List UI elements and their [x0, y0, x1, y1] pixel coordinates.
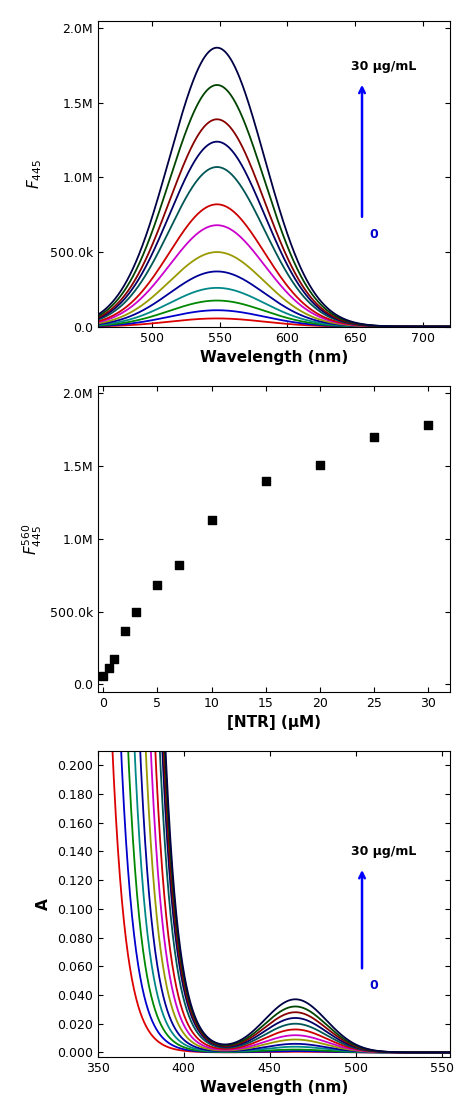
Point: [262, 472, 270, 490]
Text: 30 μg/mL: 30 μg/mL: [351, 60, 417, 73]
Point: [370, 427, 378, 445]
Point: [316, 455, 324, 473]
Point: [121, 622, 128, 639]
X-axis label: [NTR] (μM): [NTR] (μM): [227, 715, 321, 730]
Y-axis label: $F^{560}_{445}$: $F^{560}_{445}$: [21, 523, 44, 555]
Text: 30 μg/mL: 30 μg/mL: [351, 845, 417, 858]
Text: 0: 0: [369, 980, 378, 992]
Point: [100, 667, 107, 685]
Point: [425, 416, 432, 434]
X-axis label: Wavelength (nm): Wavelength (nm): [200, 350, 348, 365]
Y-axis label: A: A: [36, 898, 51, 910]
Point: [110, 650, 118, 667]
Point: [132, 603, 139, 620]
Point: [208, 511, 215, 529]
Point: [105, 660, 112, 677]
Text: 0: 0: [369, 228, 378, 241]
Point: [175, 556, 183, 574]
X-axis label: Wavelength (nm): Wavelength (nm): [200, 1080, 348, 1095]
Point: [154, 577, 161, 595]
Y-axis label: $F_{445}$: $F_{445}$: [25, 158, 44, 189]
